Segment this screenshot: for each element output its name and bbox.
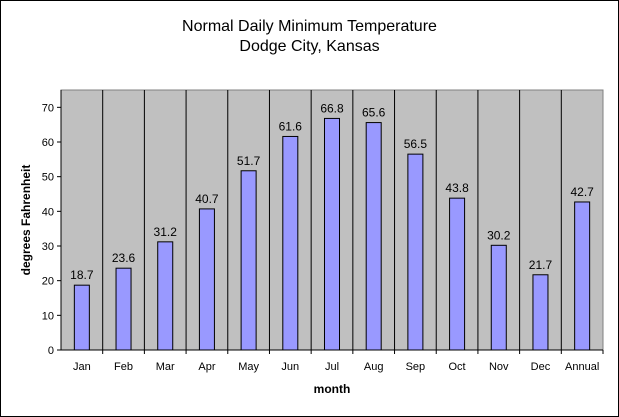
bar-may	[240, 170, 257, 351]
y-tick-label: 70	[42, 102, 54, 114]
bar-mar	[157, 241, 174, 351]
x-tick-label: Aug	[364, 361, 384, 373]
bar-sep	[407, 153, 424, 351]
chart-title: Normal Daily Minimum Temperature	[182, 18, 437, 35]
bar-jul	[323, 117, 341, 351]
x-tick-label: Sep	[406, 361, 426, 373]
data-label: 18.7	[70, 268, 94, 282]
y-tick-label: 10	[42, 310, 54, 322]
data-label: 51.7	[237, 154, 261, 168]
y-tick-label: 20	[42, 276, 54, 288]
data-label: 56.5	[404, 137, 428, 151]
y-axis: 0 10 20 30 40 50 60 70	[42, 90, 62, 357]
y-tick-label: 0	[48, 345, 54, 357]
bar-feb	[115, 267, 132, 351]
bar-oct	[449, 197, 466, 351]
x-tick-label: Feb	[114, 361, 133, 373]
x-axis: Jan Feb Mar Apr May Jun Jul Aug Sep Oct Nov Dec Annu…	[61, 349, 604, 373]
category-separators	[102, 90, 562, 350]
x-tick-label: May	[238, 361, 259, 373]
chart-subtitle: Dodge City, Kansas	[239, 38, 380, 55]
data-label: 30.2	[487, 228, 511, 242]
data-label: 65.6	[362, 106, 386, 120]
x-tick-label: Dec	[531, 361, 551, 373]
data-label: 43.8	[445, 181, 469, 195]
x-tick-label: Jul	[325, 361, 339, 373]
data-label: 31.2	[154, 225, 178, 239]
x-tick-label: Nov	[489, 361, 509, 373]
x-tick-label: Jun	[281, 361, 299, 373]
bar-jun	[282, 135, 299, 351]
bar-apr	[198, 208, 215, 351]
bar-nov	[490, 244, 507, 351]
data-label: 42.7	[570, 185, 594, 199]
bar-jan	[73, 284, 90, 351]
data-label: 23.6	[112, 251, 136, 265]
y-tick-label: 40	[42, 206, 54, 218]
x-tick-label: Apr	[198, 361, 215, 373]
x-axis-label: month	[314, 382, 351, 396]
data-label: 21.7	[529, 258, 553, 272]
y-axis-label: degrees Fahrenheit	[19, 165, 33, 276]
y-tick-label: 60	[42, 137, 54, 149]
data-label: 61.6	[279, 119, 303, 133]
bar-aug	[365, 122, 382, 351]
x-tick-label: Oct	[449, 361, 466, 373]
y-tick-label: 30	[42, 241, 54, 253]
data-label: 66.8	[320, 101, 344, 115]
data-labels: 18.7 23.6 31.2 40.7 51.7 61.6 66.8 65.6 56.5 43.8…	[70, 101, 594, 282]
x-tick-label: Annual	[565, 361, 599, 373]
x-tick-label: Mar	[156, 361, 175, 373]
data-label: 40.7	[195, 192, 219, 206]
y-tick-label: 50	[42, 172, 54, 184]
bar-annual	[574, 201, 591, 351]
bar-dec	[532, 274, 549, 351]
x-tick-label: Jan	[73, 361, 91, 373]
